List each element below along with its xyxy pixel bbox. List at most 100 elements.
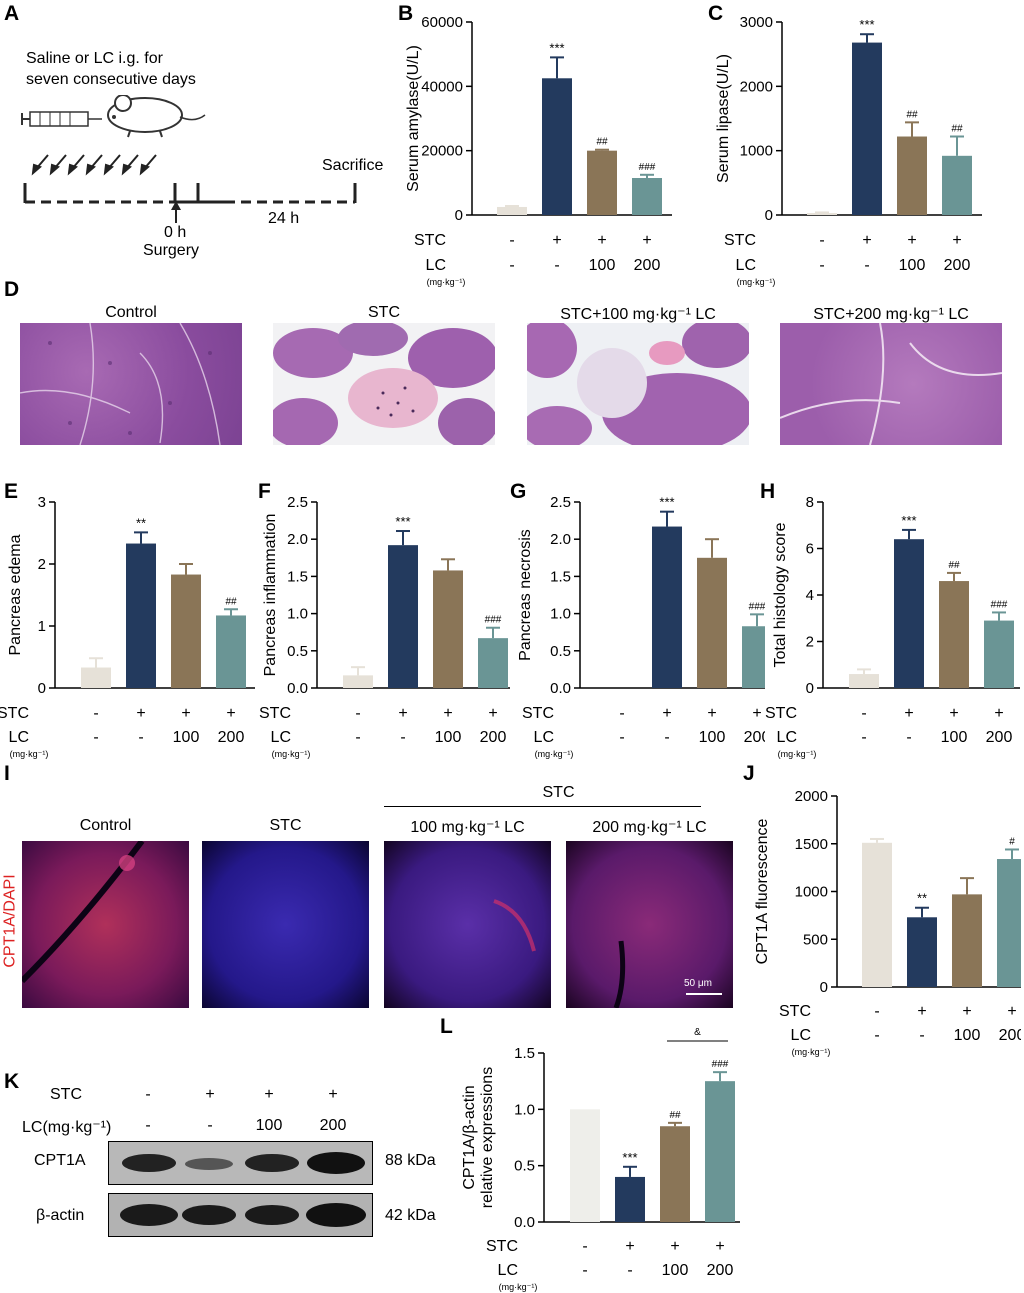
bar <box>570 1109 600 1222</box>
schematic-text-line2: seven consecutive days <box>26 71 196 88</box>
stc-row-label: STC <box>259 705 291 722</box>
lc-dose: - <box>355 729 360 746</box>
zero-hour-label: 0 h <box>164 224 187 241</box>
he-image-stc <box>273 323 495 445</box>
lc-row-label: LC <box>498 1262 518 1279</box>
stc-sign: + <box>226 705 235 722</box>
significance-label: ### <box>712 1059 729 1070</box>
syringe-icon <box>21 111 102 127</box>
stc-sign: + <box>597 232 606 249</box>
lc-unit-label: (mg·kg⁻¹) <box>427 277 466 287</box>
bar <box>216 615 246 688</box>
lc-dose: - <box>582 1262 587 1279</box>
stc-row-label: STC <box>522 705 554 722</box>
stc-row-label: STC <box>724 232 756 249</box>
bar <box>742 626 765 688</box>
y-tick-label: 1 <box>38 618 46 635</box>
bar <box>849 674 879 688</box>
lc-dose: 200 <box>944 257 971 274</box>
if-group-label: STC <box>542 784 575 801</box>
y-axis-label: Pancreas edema <box>7 534 24 655</box>
stc-sign: - <box>582 1238 587 1255</box>
sacrifice-label: Sacrifice <box>322 157 384 174</box>
chart-serum-amylase: 0 20000 40000 60000 Serum amylase(U/L) - - *** +… <box>405 14 672 287</box>
blot-lc-3: 200 <box>319 1117 347 1134</box>
y-tick-label: 1.0 <box>514 1101 535 1118</box>
y-tick-label: 0 <box>455 207 463 224</box>
chart-cpt1a-fluorescence: 0 500 1000 1500 2000 CPT1A fluorescence - - ** + -… <box>754 788 1021 1057</box>
blot-kda1: 88 kDa <box>385 1152 436 1169</box>
stc-sign: + <box>642 232 651 249</box>
stc-sign: + <box>917 1003 926 1020</box>
significance-label: *** <box>395 514 410 529</box>
bar <box>126 543 156 688</box>
blot-stc-label: STC <box>50 1086 82 1103</box>
significance-label: ## <box>669 1110 681 1121</box>
y-tick-label: 8 <box>806 494 814 511</box>
blot-stc-0: - <box>145 1086 151 1103</box>
y-tick-label: 2.5 <box>287 494 308 511</box>
blot-lc-0: - <box>145 1117 151 1134</box>
bar <box>433 570 463 688</box>
lc-dose: 200 <box>634 257 661 274</box>
chart-pancreas-inflammation: 0.0 0.5 1.0 1.5 2.0 2.5 Pancreas inflammation -… <box>259 494 510 759</box>
stc-sign: + <box>904 705 913 722</box>
significance-label: *** <box>901 513 916 528</box>
if-image-lc200: 50 μm <box>566 841 733 1009</box>
y-tick-label: 0.5 <box>514 1158 535 1175</box>
y-tick-label: 0 <box>806 680 814 697</box>
stc-sign: + <box>398 705 407 722</box>
significance-label: ## <box>906 109 918 120</box>
blot-band1-label: CPT1A <box>34 1152 86 1169</box>
stc-sign: + <box>949 705 958 722</box>
lc-dose: - <box>554 257 559 274</box>
bar <box>907 917 937 987</box>
stc-sign: - <box>819 232 824 249</box>
significance-label: ### <box>639 162 656 173</box>
lc-dose: - <box>138 729 143 746</box>
y-axis-label: relative expressions <box>479 1067 496 1208</box>
bracket-symbol: & <box>694 1027 701 1038</box>
he-title-lc200: STC+200 mg·kg⁻¹ LC <box>813 306 969 323</box>
significance-label: ## <box>596 137 608 148</box>
y-tick-label: 0 <box>765 207 773 224</box>
significance-label: ** <box>917 891 927 906</box>
stc-sign: + <box>670 1238 679 1255</box>
if-ylabel: CPT1A/DAPI <box>1 874 19 968</box>
y-tick-label: 0.0 <box>550 680 571 697</box>
y-tick-label: 1.5 <box>514 1045 535 1062</box>
bar <box>478 638 508 688</box>
y-tick-label: 1000 <box>795 884 828 901</box>
panel-letter-c: C <box>708 2 724 25</box>
stc-sign: - <box>874 1003 879 1020</box>
lc-dose: - <box>819 257 824 274</box>
panel-letter-a: A <box>4 2 20 25</box>
blot-beta-actin <box>108 1193 373 1237</box>
y-tick-label: 0.0 <box>514 1214 535 1231</box>
significance-label: ## <box>951 124 963 135</box>
y-tick-label: 3 <box>38 494 46 511</box>
y-axis-label: Pancreas necrosis <box>517 529 534 661</box>
lc-dose: 100 <box>954 1027 981 1044</box>
y-axis-label: Pancreas inflammation <box>262 514 279 677</box>
stc-sign: - <box>355 705 360 722</box>
y-tick-label: 4 <box>806 587 814 604</box>
lc-unit-label: (mg·kg⁻¹) <box>737 277 776 287</box>
bar <box>615 1176 645 1222</box>
bar <box>542 78 572 216</box>
lc-dose: - <box>93 729 98 746</box>
lc-unit-label: (mg·kg⁻¹) <box>535 749 574 759</box>
y-axis-label: Serum amylase(U/L) <box>405 45 422 192</box>
y-axis-label: CPT1A fluorescence <box>754 818 771 964</box>
if-image-control <box>19 839 189 1008</box>
blot-stc-2: + <box>264 1086 274 1103</box>
he-title-stc: STC <box>368 304 400 321</box>
stc-sign: + <box>181 705 190 722</box>
lc-dose: - <box>906 729 911 746</box>
stc-row-label: STC <box>765 705 797 722</box>
dosing-arrows <box>31 154 157 176</box>
panel-letter-g: G <box>510 480 527 503</box>
y-tick-label: 6 <box>806 541 814 558</box>
stc-sign: + <box>552 232 561 249</box>
bar <box>952 894 982 987</box>
